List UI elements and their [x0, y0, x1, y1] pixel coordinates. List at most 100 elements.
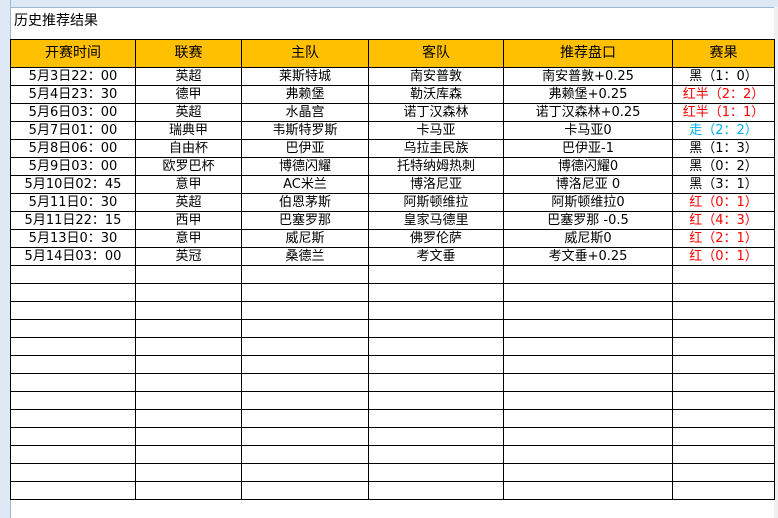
- empty-cell[interactable]: [135, 373, 242, 392]
- empty-cell[interactable]: [672, 373, 775, 392]
- table-cell[interactable]: 博洛尼亚 0: [503, 175, 673, 194]
- empty-cell[interactable]: [241, 481, 369, 500]
- table-cell[interactable]: 5月7日01：00: [10, 121, 136, 140]
- empty-cell[interactable]: [672, 409, 775, 428]
- table-cell[interactable]: 5月11日22：15: [10, 211, 136, 230]
- table-cell[interactable]: 英超: [135, 67, 242, 86]
- empty-cell[interactable]: [135, 301, 242, 320]
- empty-cell[interactable]: [672, 445, 775, 464]
- empty-cell[interactable]: [135, 265, 242, 284]
- table-cell[interactable]: 诺丁汉森林: [368, 103, 504, 122]
- empty-cell[interactable]: [241, 409, 369, 428]
- table-cell[interactable]: 红半（1：1）: [672, 103, 775, 122]
- empty-cell[interactable]: [135, 391, 242, 410]
- empty-cell[interactable]: [503, 463, 673, 482]
- table-cell[interactable]: 英冠: [135, 247, 242, 266]
- empty-cell[interactable]: [368, 445, 504, 464]
- column-header[interactable]: 开赛时间: [10, 39, 136, 68]
- empty-cell[interactable]: [672, 391, 775, 410]
- table-cell[interactable]: 5月10日02：45: [10, 175, 136, 194]
- empty-cell[interactable]: [241, 445, 369, 464]
- empty-cell[interactable]: [368, 427, 504, 446]
- table-cell[interactable]: 黑（1：0）: [672, 67, 775, 86]
- empty-cell[interactable]: [135, 427, 242, 446]
- table-cell[interactable]: 英超: [135, 193, 242, 212]
- table-cell[interactable]: 5月13日0：30: [10, 229, 136, 248]
- table-cell[interactable]: 博洛尼亚: [368, 175, 504, 194]
- empty-cell[interactable]: [672, 427, 775, 446]
- empty-cell[interactable]: [135, 445, 242, 464]
- table-cell[interactable]: 自由杯: [135, 139, 242, 158]
- table-cell[interactable]: 巴伊亚-1: [503, 139, 673, 158]
- table-cell[interactable]: 黑（0：2）: [672, 157, 775, 176]
- table-cell[interactable]: 走（2：2）: [672, 121, 775, 140]
- table-cell[interactable]: 考文垂+0.25: [503, 247, 673, 266]
- empty-cell[interactable]: [10, 391, 136, 410]
- table-cell[interactable]: 莱斯特城: [241, 67, 369, 86]
- table-cell[interactable]: 博德闪耀0: [503, 157, 673, 176]
- empty-cell[interactable]: [503, 301, 673, 320]
- empty-cell[interactable]: [135, 319, 242, 338]
- table-cell[interactable]: 弗赖堡+0.25: [503, 85, 673, 104]
- table-cell[interactable]: 桑德兰: [241, 247, 369, 266]
- empty-cell[interactable]: [503, 481, 673, 500]
- empty-cell[interactable]: [135, 481, 242, 500]
- table-cell[interactable]: 南安普敦: [368, 67, 504, 86]
- table-cell[interactable]: 水晶宫: [241, 103, 369, 122]
- column-header[interactable]: 联赛: [135, 39, 242, 68]
- empty-cell[interactable]: [241, 337, 369, 356]
- table-cell[interactable]: 西甲: [135, 211, 242, 230]
- table-cell[interactable]: 韦斯特罗斯: [241, 121, 369, 140]
- table-cell[interactable]: 佛罗伦萨: [368, 229, 504, 248]
- table-cell[interactable]: 勒沃库森: [368, 85, 504, 104]
- empty-cell[interactable]: [10, 445, 136, 464]
- empty-cell[interactable]: [503, 283, 673, 302]
- table-cell[interactable]: 伯恩茅斯: [241, 193, 369, 212]
- table-cell[interactable]: 意甲: [135, 175, 242, 194]
- empty-cell[interactable]: [10, 427, 136, 446]
- table-cell[interactable]: 卡马亚0: [503, 121, 673, 140]
- empty-cell[interactable]: [135, 409, 242, 428]
- empty-cell[interactable]: [368, 391, 504, 410]
- column-header[interactable]: 客队: [368, 39, 504, 68]
- table-cell[interactable]: 5月14日03：00: [10, 247, 136, 266]
- column-header[interactable]: 主队: [241, 39, 369, 68]
- empty-cell[interactable]: [672, 283, 775, 302]
- empty-cell[interactable]: [10, 481, 136, 500]
- empty-cell[interactable]: [672, 319, 775, 338]
- table-cell[interactable]: 卡马亚: [368, 121, 504, 140]
- table-cell[interactable]: 阿斯顿维拉0: [503, 193, 673, 212]
- empty-cell[interactable]: [368, 373, 504, 392]
- empty-cell[interactable]: [368, 265, 504, 284]
- table-cell[interactable]: 欧罗巴杯: [135, 157, 242, 176]
- empty-cell[interactable]: [10, 265, 136, 284]
- table-cell[interactable]: 阿斯顿维拉: [368, 193, 504, 212]
- table-cell[interactable]: 巴塞罗那: [241, 211, 369, 230]
- empty-cell[interactable]: [672, 481, 775, 500]
- empty-cell[interactable]: [135, 283, 242, 302]
- table-cell[interactable]: 黑（3：1）: [672, 175, 775, 194]
- empty-cell[interactable]: [672, 265, 775, 284]
- empty-cell[interactable]: [503, 427, 673, 446]
- empty-cell[interactable]: [672, 355, 775, 374]
- empty-cell[interactable]: [10, 283, 136, 302]
- empty-cell[interactable]: [241, 391, 369, 410]
- empty-cell[interactable]: [135, 355, 242, 374]
- empty-cell[interactable]: [368, 337, 504, 356]
- table-cell[interactable]: 乌拉圭民族: [368, 139, 504, 158]
- empty-cell[interactable]: [368, 463, 504, 482]
- table-cell[interactable]: 威尼斯: [241, 229, 369, 248]
- table-cell[interactable]: 托特纳姆热刺: [368, 157, 504, 176]
- table-cell[interactable]: 红（0：1）: [672, 247, 775, 266]
- table-cell[interactable]: 红半（2：2）: [672, 85, 775, 104]
- empty-cell[interactable]: [241, 355, 369, 374]
- table-cell[interactable]: 5月4日23：30: [10, 85, 136, 104]
- empty-cell[interactable]: [368, 319, 504, 338]
- empty-cell[interactable]: [672, 301, 775, 320]
- table-cell[interactable]: 巴塞罗那 -0.5: [503, 211, 673, 230]
- empty-cell[interactable]: [10, 463, 136, 482]
- table-cell[interactable]: 南安普敦+0.25: [503, 67, 673, 86]
- table-cell[interactable]: 博德闪耀: [241, 157, 369, 176]
- table-cell[interactable]: AC米兰: [241, 175, 369, 194]
- empty-cell[interactable]: [368, 481, 504, 500]
